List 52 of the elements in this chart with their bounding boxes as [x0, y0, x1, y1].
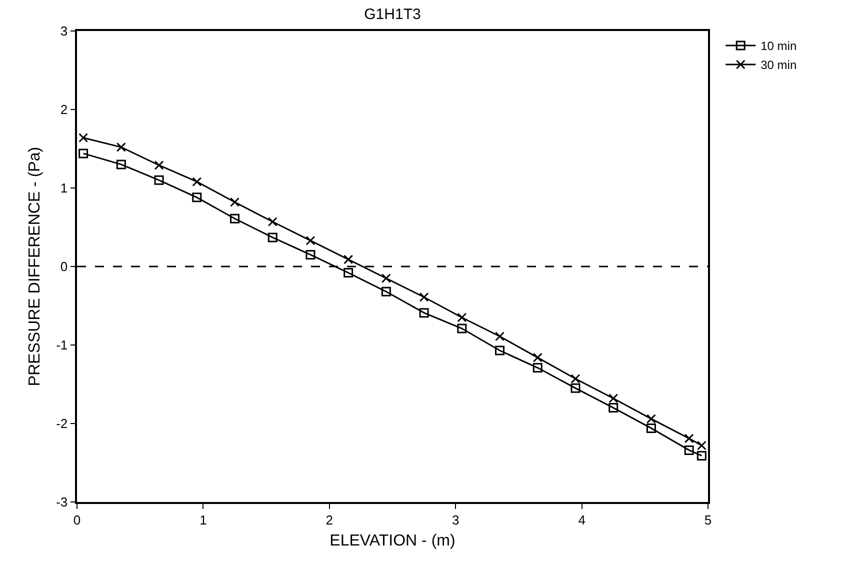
x-tick-label: 3: [452, 512, 460, 528]
point: [646, 414, 656, 424]
legend-label: 30 min: [760, 58, 797, 72]
y-tick-label: -2: [56, 416, 68, 432]
point: [532, 352, 542, 362]
point: [116, 160, 126, 170]
point: [192, 176, 202, 186]
point: [268, 217, 278, 227]
point: [116, 142, 126, 152]
point: [495, 346, 505, 356]
chart-title: G1H1T3: [364, 6, 421, 24]
point: [268, 232, 278, 242]
point: [419, 308, 429, 318]
point: [230, 197, 240, 207]
point: [570, 374, 580, 384]
point: [381, 286, 391, 296]
point: [646, 423, 656, 433]
point: [344, 268, 354, 278]
point: [532, 363, 542, 373]
x-tick-label: 4: [578, 512, 586, 528]
point: [154, 175, 164, 185]
point: [696, 440, 706, 450]
point: [608, 403, 618, 413]
point: [457, 312, 467, 322]
point: [306, 236, 316, 246]
point: [495, 332, 505, 342]
point: [419, 292, 429, 302]
point: [608, 394, 618, 404]
point: [570, 383, 580, 393]
x-tick-label: 5: [704, 512, 712, 528]
point: [344, 254, 354, 264]
point: [154, 160, 164, 170]
y-tick-label: 2: [60, 102, 68, 118]
point: [696, 450, 706, 460]
point: [457, 324, 467, 334]
y-tick-label: 0: [60, 259, 68, 274]
x-tick-label: 0: [73, 512, 81, 528]
point: [230, 214, 240, 224]
x-tick-label: 1: [200, 512, 207, 528]
legend-label: 10 min: [760, 39, 797, 54]
y-tick-label: -1: [56, 338, 68, 353]
point: [684, 445, 694, 455]
point: [78, 133, 88, 143]
point: [78, 148, 88, 158]
y-tick-label: 3: [60, 24, 68, 39]
x-tick-label: 2: [326, 512, 334, 528]
y-tick-label: 1: [60, 180, 68, 196]
y-tick-label: -3: [56, 494, 68, 510]
x-axis-title: ELEVATION - (m): [330, 532, 456, 550]
point: [306, 250, 316, 260]
point: [192, 192, 202, 202]
y-axis-title: PRESSURE DIFFERENCE - (Pa): [26, 146, 44, 386]
